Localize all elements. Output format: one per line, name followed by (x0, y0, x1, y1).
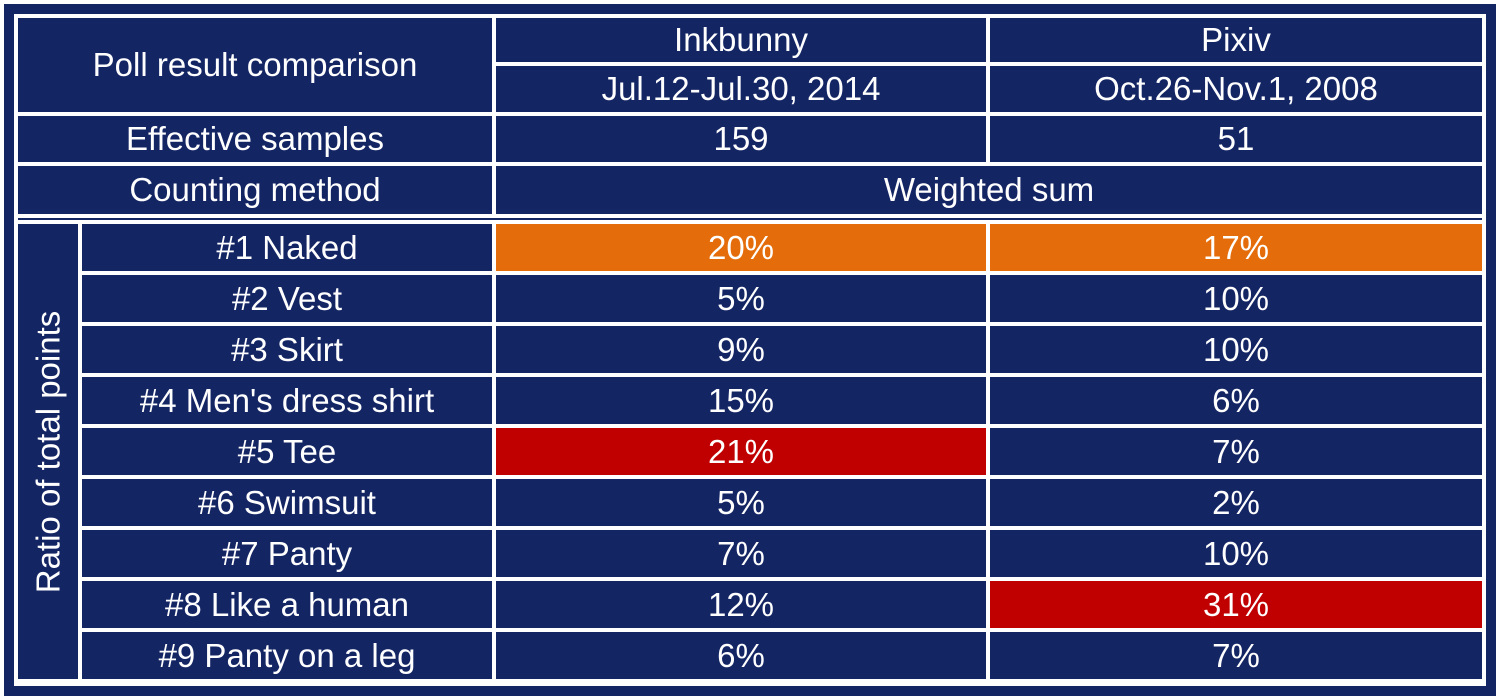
row-label: Effective samples (18, 116, 492, 162)
ratio-value: 6% (496, 632, 986, 679)
row-label: #2 Vest (82, 275, 492, 322)
ratio-value: 2% (990, 479, 1482, 526)
ratio-value: 31% (990, 581, 1482, 628)
ratio-value: 10% (990, 530, 1482, 577)
group-label-text: Ratio of total points (29, 310, 66, 593)
ratio-value: 5% (496, 275, 986, 322)
ratio-value: 7% (990, 428, 1482, 475)
row-label: #6 Swimsuit (82, 479, 492, 526)
ratio-value: 20% (496, 224, 986, 271)
ratio-value: 6% (990, 377, 1482, 424)
sample-count: 51 (990, 116, 1482, 162)
ratio-value: 7% (990, 632, 1482, 679)
ratio-value: 15% (496, 377, 986, 424)
title: Poll result comparison (18, 18, 492, 112)
row-label: #1 Naked (82, 224, 492, 271)
ratio-value: 17% (990, 224, 1482, 271)
column-name: Inkbunny (496, 18, 986, 62)
row-label: Counting method (18, 166, 492, 214)
row-label: #4 Men's dress shirt (82, 377, 492, 424)
separator (18, 218, 1482, 220)
row-label: #8 Like a human (82, 581, 492, 628)
ratio-value: 10% (990, 326, 1482, 373)
ratio-value: 10% (990, 275, 1482, 322)
sample-count: 159 (496, 116, 986, 162)
column-period: Jul.12-Jul.30, 2014 (496, 66, 986, 112)
row-label: #3 Skirt (82, 326, 492, 373)
ratio-value: 5% (496, 479, 986, 526)
row-label: #7 Panty (82, 530, 492, 577)
ratio-value: 9% (496, 326, 986, 373)
ratio-value: 21% (496, 428, 986, 475)
row-label: #9 Panty on a leg (82, 632, 492, 679)
column-period: Oct.26-Nov.1, 2008 (990, 66, 1482, 112)
column-name: Pixiv (990, 18, 1482, 62)
group-label: Ratio of total points (18, 224, 78, 679)
ratio-value: 12% (496, 581, 986, 628)
ratio-value: 7% (496, 530, 986, 577)
row-label: #5 Tee (82, 428, 492, 475)
table: Poll result comparison Inkbunny Jul.12-Jul… (14, 14, 1486, 686)
counting-method: Weighted sum (496, 166, 1482, 214)
